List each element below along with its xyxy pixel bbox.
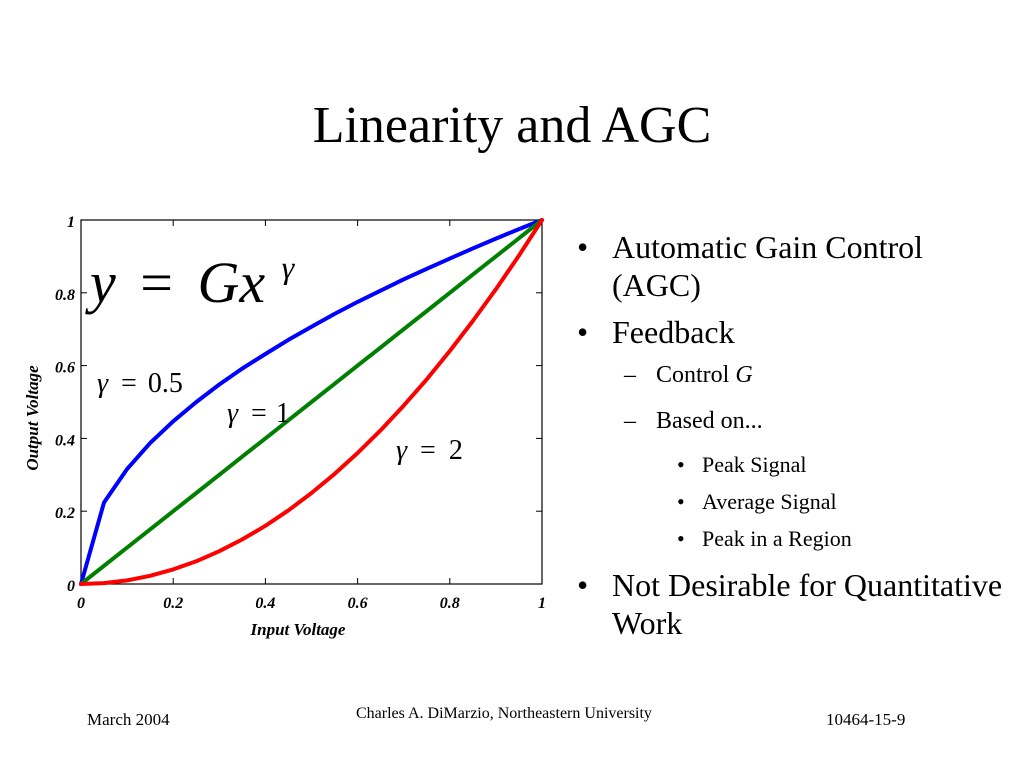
- plot-frame: [80, 219, 543, 585]
- x-tick-label: 0.2: [163, 595, 183, 612]
- y-tick-label: 0.8: [55, 287, 75, 304]
- formula-eq: =: [140, 250, 173, 315]
- bullet-control-g: – Control G: [624, 362, 753, 388]
- y-tick-label: 0.2: [55, 505, 75, 522]
- x-tick-label: 0.6: [348, 595, 368, 612]
- footer-slide-number: 10464-15-9: [826, 710, 906, 729]
- series-line-gamma-1: [79, 218, 544, 586]
- series-label-gamma-0.5: γ = 0.5: [97, 368, 183, 399]
- bullet-list: • Automatic Gain Control (AGC) • Feedback …: [574, 228, 1014, 651]
- x-axis-label: Input Voltage: [250, 620, 346, 639]
- dash-mark: –: [624, 362, 636, 388]
- bullet-agc: • Automatic Gain Control (AGC): [577, 229, 924, 303]
- bullet-mark: •: [677, 526, 685, 551]
- series-line-gamma-0.5: [79, 218, 544, 586]
- gamma-chart: 0 0.2 0.4 0.6 0.8 1 0 0.2 0.4 0.6 0.8 1 Input Volta…: [23, 214, 546, 639]
- formula-exponent: γ: [282, 249, 296, 285]
- tick-labels: 0 0.2 0.4 0.6 0.8 1 0 0.2 0.4 0.6 0.8 1: [55, 214, 546, 612]
- formula-base: Gx: [197, 250, 265, 315]
- bullet-based-on: – Based on...: [624, 408, 763, 434]
- y-tick-label: 0.6: [55, 360, 75, 377]
- bullet-feedback: • Feedback: [577, 314, 735, 350]
- bullet-average-signal: • Average Signal: [677, 489, 837, 514]
- bullet-mark: •: [577, 567, 589, 603]
- series-line-gamma-2: [79, 218, 544, 586]
- formula-lhs: y: [85, 250, 116, 315]
- x-tick-label: 1: [538, 595, 546, 612]
- bullet-not-desirable: • Not Desirable for Quantitative Work: [577, 567, 1003, 641]
- slide-title: Linearity and AGC: [312, 97, 712, 154]
- dash-mark: –: [624, 408, 636, 434]
- y-tick-label: 0.4: [55, 432, 75, 449]
- x-tick-label: 0.4: [255, 595, 275, 612]
- bullet-peak-signal: • Peak Signal: [677, 452, 807, 477]
- y-axis-label: Output Voltage: [23, 365, 42, 471]
- formula: y = Gx γ: [85, 249, 296, 315]
- x-tick-label: 0.8: [440, 595, 460, 612]
- bullet-mark: •: [677, 489, 685, 514]
- bullet-mark: •: [577, 314, 589, 350]
- bullet-mark: •: [577, 229, 589, 265]
- bullet-mark: •: [677, 452, 685, 477]
- series-label-gamma-1: γ = 1: [227, 398, 290, 429]
- bullet-peak-region: • Peak in a Region: [677, 526, 852, 551]
- series-lines: [79, 218, 544, 586]
- y-tick-label: 1: [67, 214, 75, 231]
- x-tick-label: 0: [77, 595, 85, 612]
- y-tick-label: 0: [67, 578, 75, 595]
- series-label-gamma-2: γ = 2: [396, 435, 463, 466]
- footer-author: Charles A. DiMarzio, Northeastern Univer…: [356, 705, 652, 722]
- footer-date: March 2004: [87, 710, 170, 729]
